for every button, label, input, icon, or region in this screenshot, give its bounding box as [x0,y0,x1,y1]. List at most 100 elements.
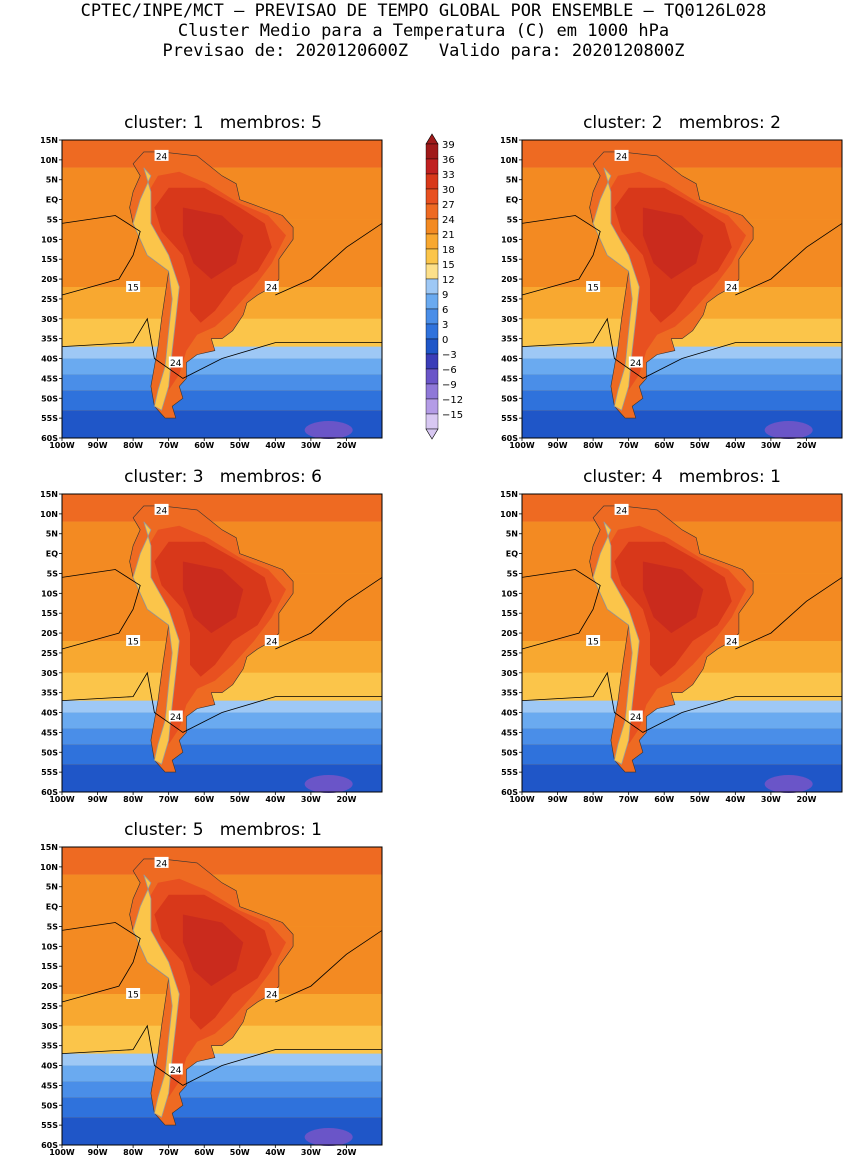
map-frame [61,493,383,793]
temperature-band [522,700,842,713]
lat-tick-label: 35S [501,335,518,344]
lat-tick-label: 5S [507,569,519,578]
lon-tick-label: 30W [301,1148,321,1157]
lat-tick-label: 60S [41,434,58,443]
colorbar-label: −12 [442,395,463,406]
isoline-24-east [735,577,843,650]
contour-label: 24 [170,359,182,369]
lat-tick-label: 30S [41,669,58,678]
lon-tick-label: 80W [123,441,143,450]
lat-tick-label: 20S [501,629,518,638]
contour-label-box [614,503,629,515]
colorbar-label: −6 [442,365,457,376]
cold-pocket [304,421,353,440]
lat-tick-label: 35S [41,335,58,344]
lat-tick-label: 15S [501,255,518,264]
temperature-band [522,728,842,745]
lat-tick-label: 35S [41,689,58,698]
contour-label: 24 [266,284,278,294]
lon-tick-label: 30W [761,441,781,450]
colorbar-label: 0 [442,335,448,346]
lon-tick-label: 50W [690,441,710,450]
lon-tick-label: 80W [583,441,603,450]
lat-tick-label: 5S [47,922,59,931]
lat-tick-label: 45S [501,728,518,737]
lat-tick-label: 15N [40,490,58,499]
lat-tick-label: 50S [41,1101,58,1110]
isoline-15 [61,1024,382,1086]
isoline-24-east [275,930,383,1003]
hottest-region [182,561,244,634]
temperature-band [522,358,842,375]
lon-tick-label: 30W [761,795,781,804]
isoline-24-east [735,223,843,296]
map-frame [61,139,383,439]
lat-tick-label: 25S [41,1002,58,1011]
colorbar-label: 15 [442,260,455,271]
contour-label: 24 [170,713,182,723]
contour-label-box [586,281,601,293]
lon-tick-label: 60W [654,795,674,804]
isoline-15 [521,317,842,379]
lat-tick-label: 30S [501,315,518,324]
lat-tick-label: 25S [501,649,518,658]
lat-tick-label: 5N [506,176,518,185]
temperature-band [62,140,382,168]
contour-label: 24 [616,152,628,162]
colorbar-segment [425,323,439,340]
lon-tick-label: 40W [265,1148,285,1157]
lon-tick-label: 90W [548,795,568,804]
colorbar-arrow-top [425,133,439,145]
lat-tick-label: 15N [40,843,58,852]
contour-label-box [126,635,141,647]
lat-tick-label: 45S [41,728,58,737]
lat-tick-label: 10S [501,589,518,598]
temperature-band [522,744,842,765]
temperature-band [62,700,382,713]
contour-label: 24 [156,152,168,162]
lon-tick-label: 60W [194,795,214,804]
colorbar-label: 12 [442,275,455,286]
map-panel-5: 24 15 24 24 15N 10N 5N EQ 5S 10S 15S 20S 25S 30S 35S 40… [40,843,383,1157]
lat-tick-label: 40S [41,709,58,718]
colorbar-segment [425,413,439,430]
lon-tick-label: 40W [725,795,745,804]
isoline-24 [521,215,601,296]
lat-tick-label: 55S [501,414,518,423]
lat-tick-label: 60S [501,434,518,443]
lat-tick-label: 10N [40,156,58,165]
isoline-15 [61,671,382,733]
lon-tick-label: 70W [159,1148,179,1157]
colorbar-segment [425,143,439,160]
lat-tick-label: 10N [500,156,518,165]
lat-tick-label: 15N [500,490,518,499]
temperature-band [522,140,842,168]
lat-tick-label: 50S [41,748,58,757]
temperature-band [62,744,382,765]
colorbar-label: 30 [442,185,455,196]
contour-label: 24 [170,1066,182,1076]
lat-tick-label: 45S [501,374,518,383]
temperature-band [62,1097,382,1118]
lon-tick-label: 20W [796,795,816,804]
contour-label: 24 [156,506,168,516]
contour-label: 15 [587,638,598,648]
lon-tick-label: 60W [654,441,674,450]
lat-tick-label: 50S [501,394,518,403]
contour-label-box [168,356,183,368]
colorbar-segment [425,353,439,370]
colorbar-segment [425,263,439,280]
panel-title-3: cluster: 3 membros: 6 [124,467,322,487]
contour-label-box [628,356,643,368]
lat-tick-label: 15S [41,609,58,618]
isoline-24-east [275,577,383,650]
lon-tick-label: 60W [194,441,214,450]
isoline-24 [521,569,601,650]
lat-tick-label: 35S [501,689,518,698]
lat-tick-label: 60S [41,788,58,797]
lon-tick-label: 80W [123,795,143,804]
temperature-band [62,1053,382,1066]
lat-tick-label: 15N [500,136,518,145]
lat-tick-label: 55S [41,1121,58,1130]
contour-label-box [614,149,629,161]
